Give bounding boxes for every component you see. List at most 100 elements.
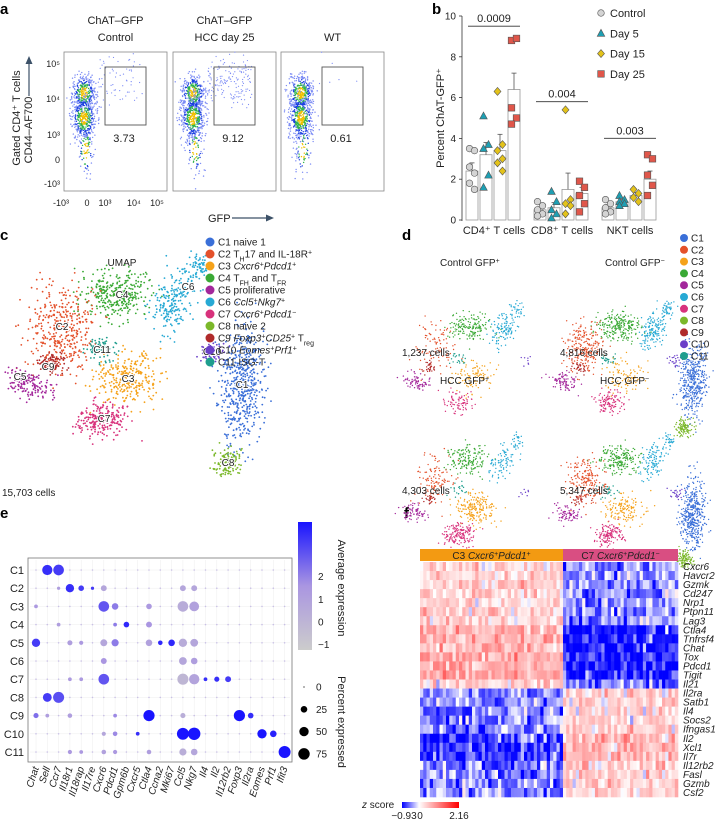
event-dot xyxy=(308,100,311,102)
cell-point xyxy=(124,307,127,309)
cell-point xyxy=(109,274,112,277)
event-dot xyxy=(192,117,194,120)
umap-title: UMAP xyxy=(108,258,137,269)
event-dot xyxy=(87,104,90,106)
event-dot xyxy=(300,87,302,90)
event-dot xyxy=(92,131,94,134)
event-dot xyxy=(308,102,310,104)
event-dot xyxy=(77,109,80,112)
event-dot xyxy=(201,85,203,87)
cell-point xyxy=(116,281,119,284)
event-dot xyxy=(181,94,184,97)
event-dot xyxy=(203,89,205,91)
p-value: 0.004 xyxy=(548,89,576,101)
cell-point xyxy=(250,396,253,399)
cell-point xyxy=(238,457,241,460)
event-dot xyxy=(91,130,93,132)
marker-triangle xyxy=(479,143,488,152)
cell-point xyxy=(54,360,57,363)
marker-diamond xyxy=(493,87,502,96)
cell-point xyxy=(88,385,91,388)
event-dot xyxy=(202,105,205,107)
cell-point xyxy=(163,277,166,279)
event-dot xyxy=(74,136,76,139)
event-dot xyxy=(188,127,190,129)
event-dot xyxy=(74,116,76,119)
cell-point xyxy=(112,382,115,385)
cell-point xyxy=(239,397,242,400)
event-dot xyxy=(302,146,305,148)
event-dot xyxy=(178,108,181,111)
event-dot xyxy=(89,103,92,105)
cell-point xyxy=(235,458,238,461)
event-dot xyxy=(308,86,311,88)
marker-square xyxy=(512,114,521,122)
event-dot xyxy=(122,73,125,75)
cell-point xyxy=(97,293,100,295)
event-dot xyxy=(195,108,198,110)
event-dot xyxy=(198,134,200,136)
event-dot xyxy=(182,103,184,105)
event-dot xyxy=(297,136,300,139)
event-dot xyxy=(81,112,84,114)
event-dot xyxy=(182,104,184,107)
event-dot xyxy=(74,76,76,78)
cell-point xyxy=(173,329,175,332)
event-dot xyxy=(66,97,68,99)
cell-point xyxy=(80,351,82,353)
event-dot xyxy=(108,104,110,106)
event-dot xyxy=(300,135,302,138)
event-dot xyxy=(297,77,299,79)
event-dot xyxy=(186,97,188,99)
event-dot xyxy=(187,124,190,126)
event-dot xyxy=(296,75,299,78)
event-dot xyxy=(89,173,92,175)
event-dot xyxy=(88,89,91,91)
event-dot xyxy=(125,95,127,97)
marker-square xyxy=(648,181,657,189)
event-dot xyxy=(195,90,197,92)
event-dot xyxy=(211,100,213,102)
event-dot xyxy=(198,77,200,79)
event-dot xyxy=(356,80,358,82)
cell-point xyxy=(253,424,255,426)
cell-point xyxy=(101,274,104,277)
event-dot xyxy=(303,112,305,114)
cell-point xyxy=(173,291,176,293)
event-dot xyxy=(185,93,188,95)
event-dot xyxy=(81,95,83,97)
event-dot xyxy=(75,125,77,127)
event-dot xyxy=(88,122,91,124)
event-dot xyxy=(78,70,80,72)
event-dot xyxy=(195,87,198,90)
cell-point xyxy=(171,284,173,287)
cell-point xyxy=(22,383,25,385)
event-dot xyxy=(187,72,190,75)
cell-point xyxy=(108,299,111,302)
cell-point xyxy=(49,333,51,335)
event-dot xyxy=(78,135,81,137)
cell-point xyxy=(248,411,251,413)
event-dot xyxy=(89,119,91,122)
cell-point xyxy=(139,370,142,373)
cell-point xyxy=(250,385,253,388)
cell-point xyxy=(165,254,168,257)
cell-point xyxy=(73,329,76,332)
event-dot xyxy=(80,80,82,83)
event-dot xyxy=(299,105,301,108)
cell-point xyxy=(38,322,40,325)
event-dot xyxy=(245,88,247,90)
event-dot xyxy=(241,68,243,70)
cell-point xyxy=(118,325,121,328)
event-dot xyxy=(237,78,239,80)
event-dot xyxy=(95,82,97,85)
cell-point xyxy=(70,305,73,308)
event-dot xyxy=(71,92,74,95)
event-dot xyxy=(206,120,209,123)
event-dot xyxy=(207,80,209,82)
event-dot xyxy=(291,104,294,106)
event-dot xyxy=(180,109,182,112)
event-dot xyxy=(308,111,310,113)
event-dot xyxy=(294,99,296,101)
cell-point xyxy=(79,365,82,368)
